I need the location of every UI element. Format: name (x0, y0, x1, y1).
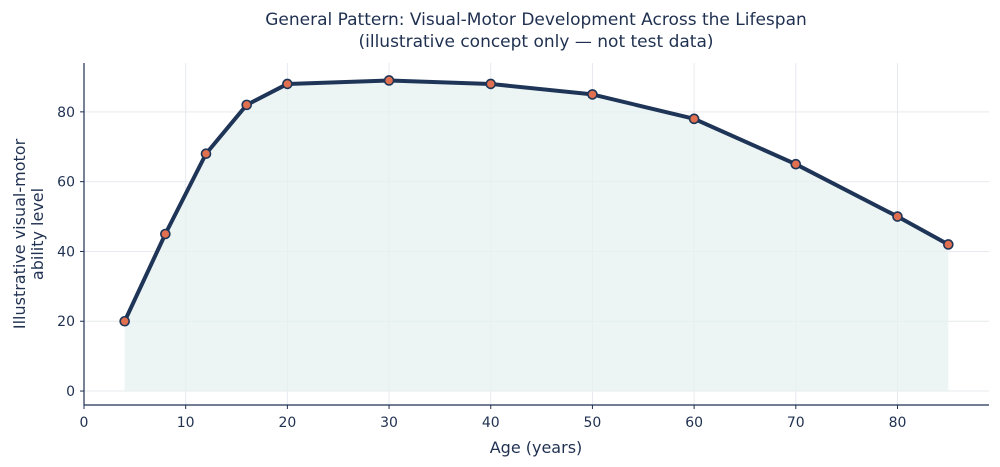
data-point (160, 228, 171, 240)
data-point (485, 78, 497, 90)
series-line (122, 78, 951, 324)
x-tick-label: 70 (787, 415, 805, 431)
y-axis-label-line-1: Illustrative visual-motor (10, 138, 29, 329)
axes (83, 63, 989, 406)
x-tick-label: 20 (278, 415, 296, 431)
area-fill (124, 80, 949, 392)
x-tick-label: 30 (380, 415, 398, 431)
y-tick-label: 20 (57, 314, 75, 330)
data-point (119, 315, 130, 327)
x-tick-label: 60 (685, 415, 703, 431)
data-point (383, 75, 395, 86)
y-axis-label-line-2: ability level (28, 188, 47, 280)
x-tick-label: 80 (889, 415, 907, 431)
data-point (587, 89, 598, 100)
chart-title: General Pattern: Visual-Motor Developmen… (265, 10, 807, 30)
data-points (119, 75, 954, 327)
data-point (892, 211, 903, 222)
y-tick-label: 60 (57, 175, 75, 191)
data-point (688, 113, 700, 125)
x-tick-label: 10 (177, 415, 195, 431)
x-tick-label: 40 (482, 415, 500, 431)
x-axis-ticks: 0 10 20 30 40 50 60 70 80 (80, 405, 907, 431)
y-tick-label: 40 (57, 244, 75, 260)
y-axis-label: Illustrative visual-motor ability level (10, 138, 47, 329)
x-tick-label: 50 (584, 415, 602, 431)
data-point (282, 78, 293, 90)
data-point (200, 148, 212, 160)
data-point (943, 239, 954, 250)
y-tick-label: 0 (66, 384, 75, 400)
chart-subtitle: (illustrative concept only — not test da… (359, 32, 714, 52)
y-axis-ticks: 0 20 40 60 80 (57, 105, 84, 400)
x-axis-label: Age (years) (490, 438, 583, 457)
x-tick-label: 0 (80, 415, 89, 431)
data-point (241, 99, 252, 111)
data-point (790, 158, 802, 170)
y-tick-label: 80 (57, 105, 75, 121)
